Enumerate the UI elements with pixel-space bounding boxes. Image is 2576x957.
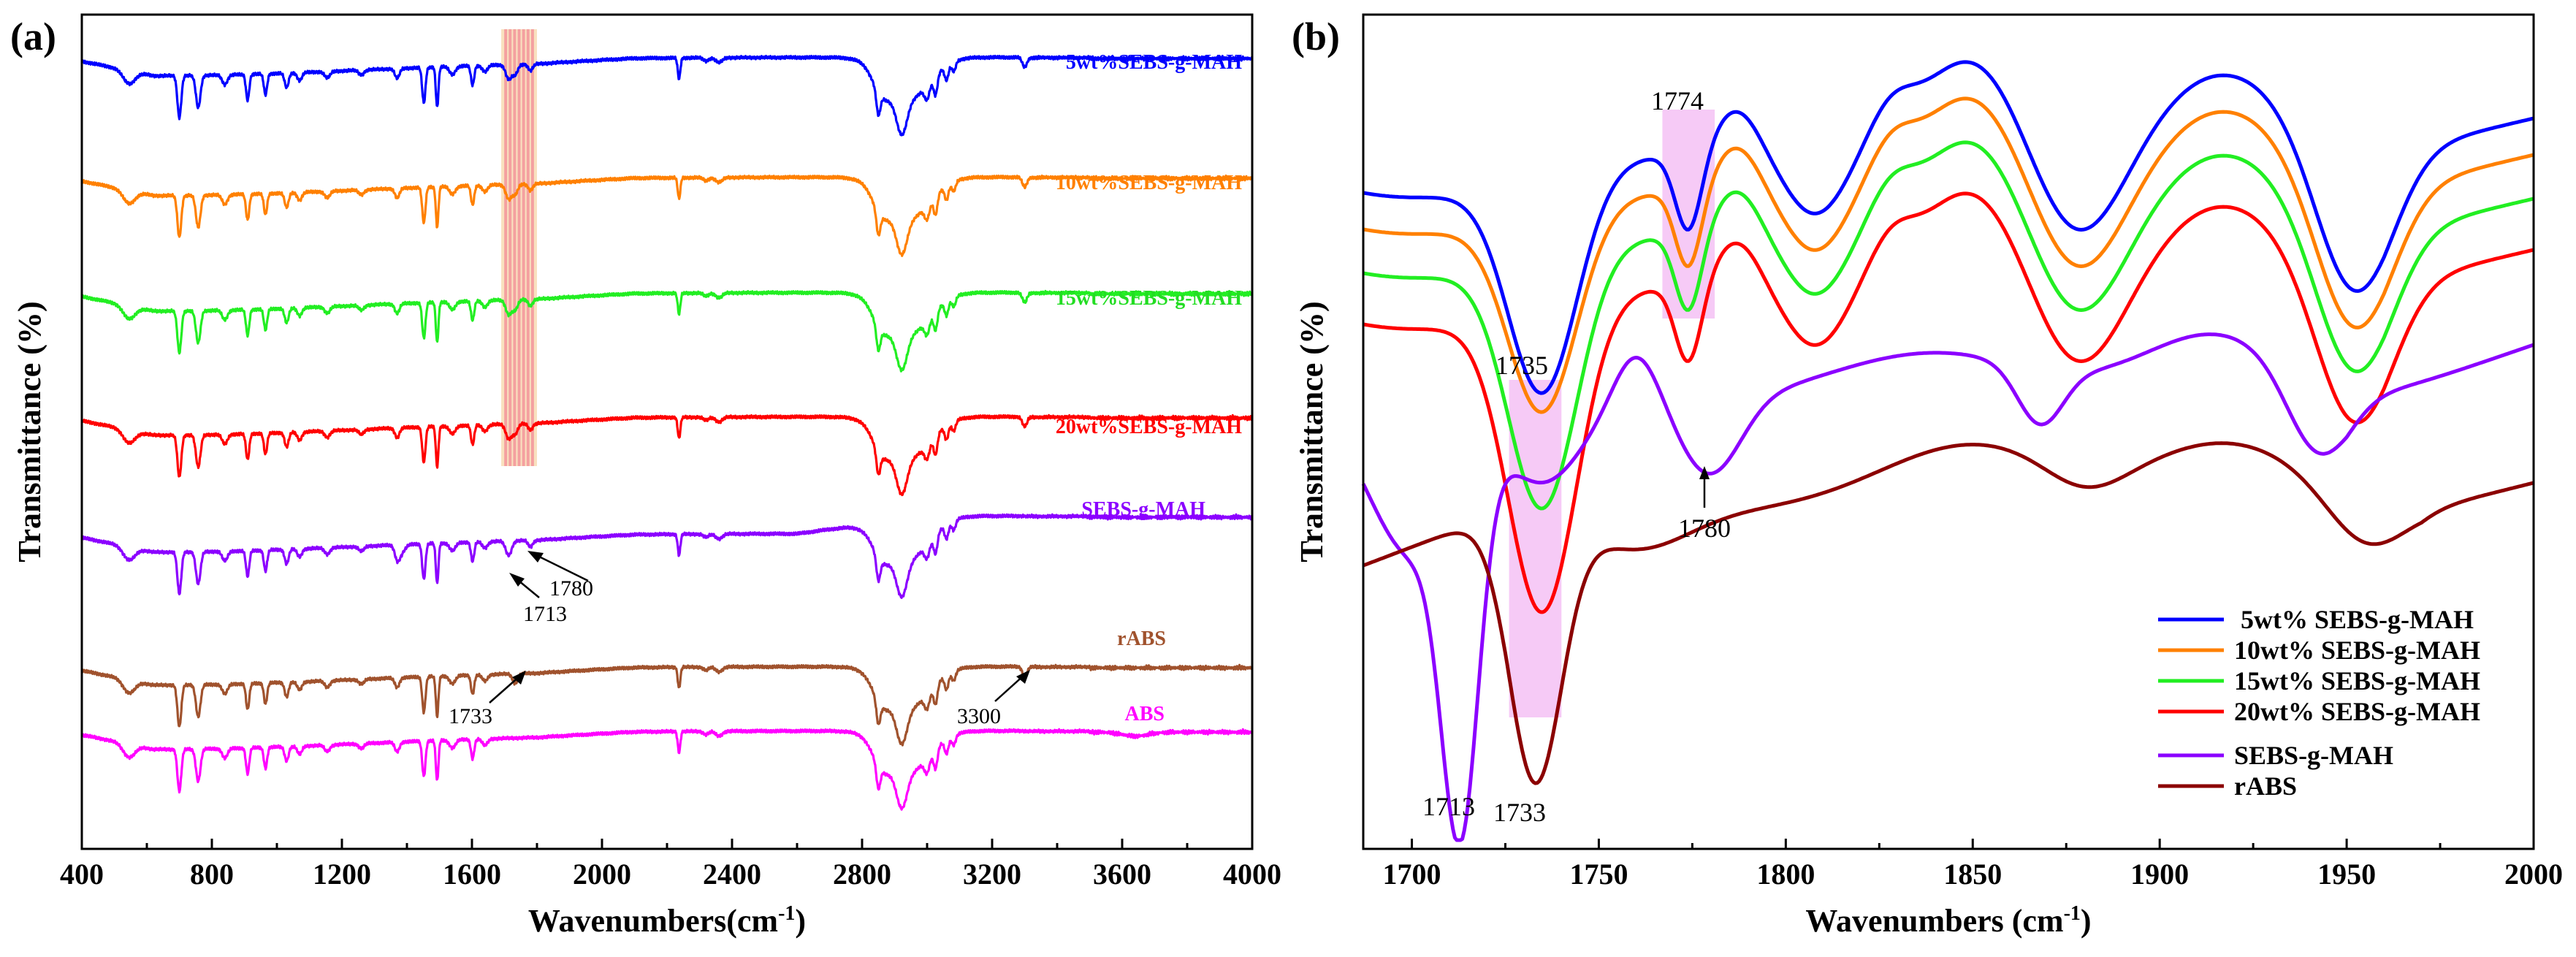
panel-a-series-5 (80, 513, 1253, 599)
panel-b: (b) 1700 1750 1800 1850 1900 1950 2000 1774 17… (1292, 13, 2563, 939)
panel-a-label: (a) (10, 15, 56, 58)
panel-a-series-3 (80, 289, 1254, 373)
panel-a-tick-label-2400: 2400 (703, 858, 761, 891)
panel-a-y-axis-title: Transmittance (%) (12, 301, 47, 562)
panel-a-series-2 (80, 174, 1254, 257)
panel-a-arrow-1780 (527, 551, 589, 582)
panel-a-label-abs: ABS (1125, 703, 1165, 725)
panel-b-tick-label-1750: 1750 (1569, 858, 1628, 891)
panel-a-tick-label-3600: 3600 (1093, 858, 1151, 891)
panel-a-label-sebs: SEBS-g-MAH (1081, 498, 1205, 521)
legend-label-10wt: 10wt% SEBS-g-MAH (2234, 636, 2480, 665)
panel-b-annot-1774: 1774 (1651, 86, 1704, 115)
panel-b-y-axis-title: Transmittance (%) (1294, 301, 1330, 562)
panel-b-legend: 5wt% SEBS-g-MAH 10wt% SEBS-g-MAH 15wt% S… (2158, 605, 2480, 801)
panel-b-annot-1780: 1780 (1678, 514, 1731, 543)
panel-a-annot-1780: 1780 (549, 576, 593, 600)
panel-a-series-4 (80, 413, 1254, 497)
legend-label-20wt: 20wt% SEBS-g-MAH (2234, 697, 2480, 726)
panel-b-series-3 (1363, 140, 2534, 511)
panel-a-tick-label-3200: 3200 (963, 858, 1021, 891)
panel-a-tick-label-800: 800 (190, 858, 234, 891)
panel-a: (a) 400 800 1200 1600 2000 2400 2800 3200 3600 40… (10, 13, 1281, 939)
panel-a-x-axis-title: Wavenumbers(cm-1) (528, 902, 806, 939)
panel-b-series-2 (1363, 96, 2534, 414)
panel-b-tick-label-2000: 2000 (2504, 858, 2563, 891)
panel-a-arrow-1733 (489, 671, 526, 704)
panel-b-arrow-1780 (1699, 466, 1710, 508)
panel-b-label: (b) (1292, 15, 1340, 58)
panel-a-tick-label-2000: 2000 (573, 858, 631, 891)
panel-b-annot-1713: 1713 (1422, 792, 1475, 821)
panel-a-annot-1733: 1733 (449, 704, 492, 728)
panel-b-highlight-band-1774 (1662, 110, 1715, 319)
panel-a-tick-label-4000: 4000 (1223, 858, 1281, 891)
panel-a-label-rabs: rABS (1117, 628, 1166, 650)
panel-b-tick-label-1800: 1800 (1756, 858, 1815, 891)
panel-b-tick-label-1950: 1950 (2317, 858, 2376, 891)
panel-a-arrow-3300 (994, 670, 1030, 702)
panel-a-tick-label-1600: 1600 (443, 858, 501, 891)
panel-b-tick-label-1850: 1850 (1943, 858, 2002, 891)
panel-b-tick-label-1700: 1700 (1383, 858, 1441, 891)
panel-a-tick-label-2800: 2800 (833, 858, 891, 891)
panel-a-label-5wt: 5wt%SEBS-g-MAH (1066, 51, 1242, 74)
panel-a-arrow-1713 (509, 573, 540, 598)
panel-b-x-axis-title: Wavenumbers (cm-1) (1805, 902, 2091, 939)
panel-b-series-6 (1363, 441, 2534, 785)
panel-a-tick-label-400: 400 (60, 858, 104, 891)
legend-label-5wt: 5wt% SEBS-g-MAH (2234, 605, 2474, 634)
panel-a-annot-1713: 1713 (523, 602, 567, 626)
panel-b-series-4 (1363, 191, 2534, 614)
panel-b-series-1 (1363, 60, 2534, 395)
panel-a-series-7 (80, 728, 1254, 811)
panel-a-series-6 (80, 663, 1254, 747)
panel-a-curves (80, 54, 1254, 811)
panel-b-annot-1735: 1735 (1495, 351, 1548, 380)
panel-b-tick-label-1900: 1900 (2130, 858, 2189, 891)
panel-a-label-15wt: 15wt%SEBS-g-MAH (1056, 287, 1242, 310)
legend-label-rabs: rABS (2234, 771, 2297, 801)
panel-a-x-ticks: 400 800 1200 1600 2000 2400 2800 3200 3600 4000 (60, 839, 1281, 891)
panel-b-x-ticks: 1700 1750 1800 1850 1900 1950 2000 (1383, 839, 2563, 891)
panel-b-plot-frame (1362, 13, 2535, 850)
panel-a-label-20wt: 20wt%SEBS-g-MAH (1056, 416, 1242, 438)
legend-label-sebs: SEBS-g-MAH (2234, 741, 2393, 770)
legend-label-15wt: 15wt% SEBS-g-MAH (2234, 666, 2480, 695)
panel-a-tick-label-1200: 1200 (313, 858, 371, 891)
panel-a-label-10wt: 10wt%SEBS-g-MAH (1056, 172, 1242, 194)
panel-a-annot-3300: 3300 (957, 704, 1001, 728)
panel-b-series-5 (1361, 332, 2534, 842)
panel-b-curves (1361, 60, 2534, 842)
panel-b-annot-1733: 1733 (1493, 798, 1546, 827)
panel-a-highlight-stripes (504, 29, 534, 466)
panel-a-series-1 (80, 54, 1254, 137)
